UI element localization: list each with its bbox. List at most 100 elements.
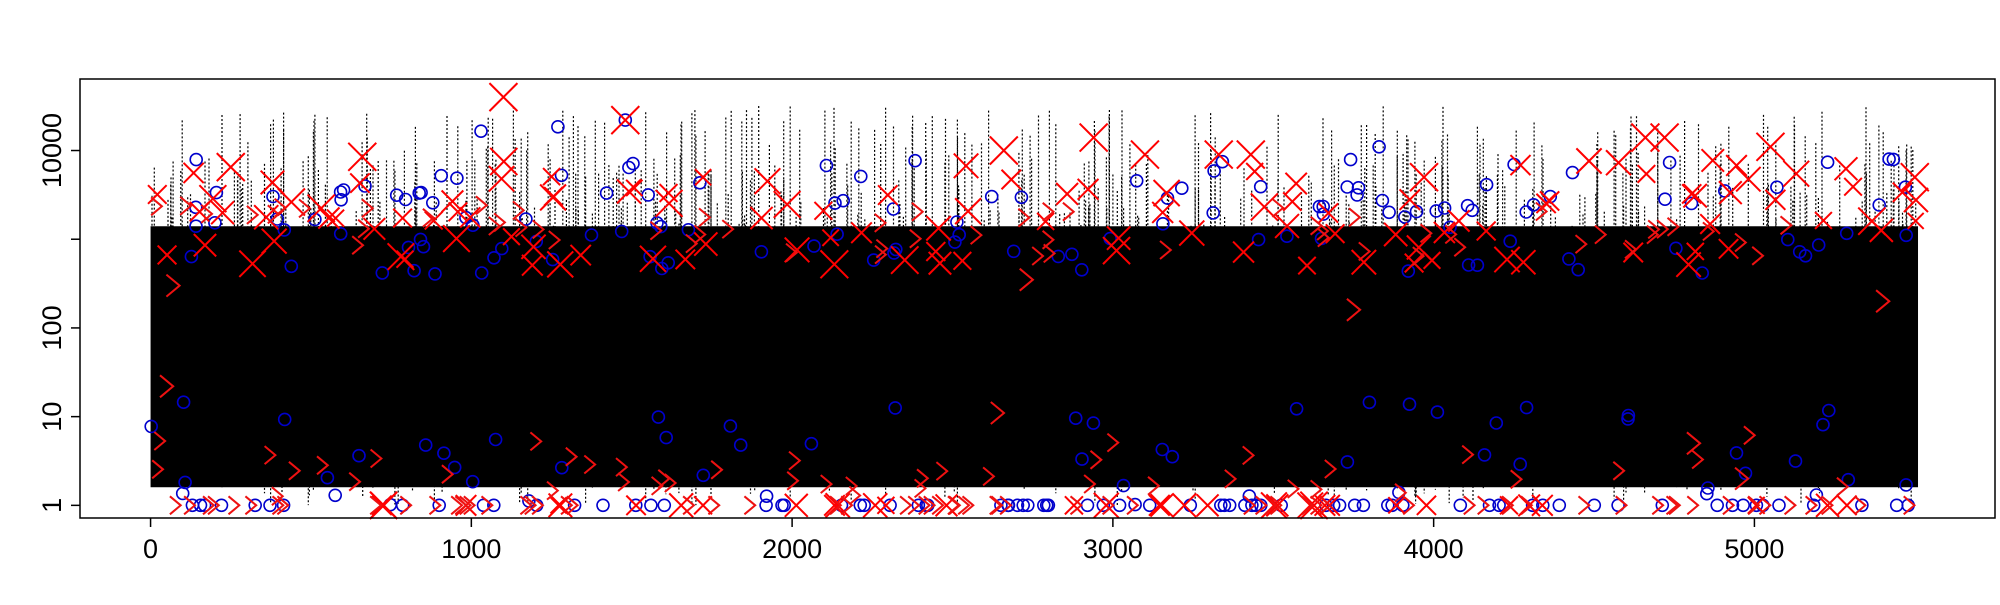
angle-marker [1324,459,1338,479]
cross-stroke [694,168,712,187]
circle-marker [1822,403,1836,418]
cross-stroke [1076,178,1100,201]
angle-marker [1461,444,1475,465]
cross-marker [1282,191,1303,212]
cross-marker [1383,222,1409,247]
angle-marker [450,495,464,516]
angle-marker [422,208,436,228]
angle-marker [1758,495,1772,516]
circle-marker [1021,498,1035,513]
circle-marker [1096,498,1111,513]
circle-marker [1430,405,1445,419]
cross-marker [395,249,415,269]
angle-marker [454,495,468,516]
cross-marker [773,190,802,219]
cross-marker [1000,169,1022,190]
cross-stroke [821,228,840,247]
circle-marker [494,241,509,256]
angle-marker [1358,241,1372,262]
y-tick-label: 10000 [37,113,67,188]
angle-marker [1019,267,1035,292]
circle-marker [1736,498,1750,513]
angle-marker [200,204,214,224]
circle-marker [1437,201,1452,215]
cross-stroke [1900,162,1930,192]
circle-marker [197,498,212,513]
cross-stroke [625,179,644,197]
circle-marker [1253,179,1268,194]
circle-marker [1700,486,1714,501]
cross-stroke [1510,249,1537,276]
cross-marker [1284,172,1308,195]
cross-stroke [1236,139,1266,170]
circle-marker [644,498,658,513]
cross-stroke [1675,251,1702,278]
cross-stroke [934,493,959,517]
cross-marker [1130,139,1160,170]
circle-marker [1206,206,1220,220]
cross-marker [1149,493,1174,518]
cross-stroke [674,248,696,270]
cross-marker [1699,213,1721,235]
cross-stroke [543,186,564,207]
cross-marker [317,206,341,230]
circle-marker [1280,229,1294,243]
angle-marker [1903,495,1917,516]
cross-marker [654,189,684,218]
angle-marker [785,242,799,263]
angle-marker [1691,449,1705,470]
cross-stroke [1509,154,1532,176]
cross-marker [1686,242,1705,261]
cross-marker [1900,162,1930,192]
cross-stroke [749,206,774,230]
cross-marker [925,215,952,242]
circle-marker [1770,180,1784,194]
cross-stroke [1350,249,1377,276]
axis-layer: 0 1000 2000 3000 4000 5000 1 10 100 10000 [37,113,1784,564]
cross-stroke [546,250,574,279]
circle-marker [465,474,480,489]
cross-stroke [1815,493,1840,518]
angle-marker [548,230,562,250]
cross-stroke [216,152,246,182]
cross-marker [668,492,694,519]
circle-marker [1217,498,1232,513]
angle-marker [357,218,371,239]
circle-marker [1684,196,1699,211]
cross-stroke [1078,122,1109,153]
frame-layer [79,78,1996,519]
cross-stroke [1318,202,1339,224]
circle-marker [807,239,821,253]
circle-marker [626,156,640,171]
circle-marker [1453,498,1468,513]
cross-marker [625,179,644,197]
cross-marker [1575,147,1603,175]
circle-marker [1350,188,1364,202]
cross-stroke [616,178,642,205]
circle-marker [1443,220,1457,235]
cross-stroke [1406,234,1432,261]
cross-marker [749,206,774,230]
angle-marker [1042,202,1056,222]
cross-marker [362,217,386,241]
cross-marker [821,228,840,247]
angle-marker [1574,234,1588,254]
angle-marker [829,495,843,516]
angle-marker [1062,201,1076,222]
circle-marker [908,153,922,168]
angle-marker [907,495,921,516]
cross-marker [1509,154,1532,176]
angle-marker [1510,469,1524,490]
angle-marker [566,495,580,516]
x-tick-label: 1000 [441,534,501,564]
angle-marker [1836,476,1850,497]
angle-marker [546,480,560,501]
angle-marker [1646,224,1660,245]
circle-marker [984,189,999,204]
cross-stroke [392,207,413,229]
cross-marker [347,142,377,172]
cross-marker [1892,181,1913,203]
cross-stroke [1700,148,1725,173]
cross-marker [1152,179,1181,207]
